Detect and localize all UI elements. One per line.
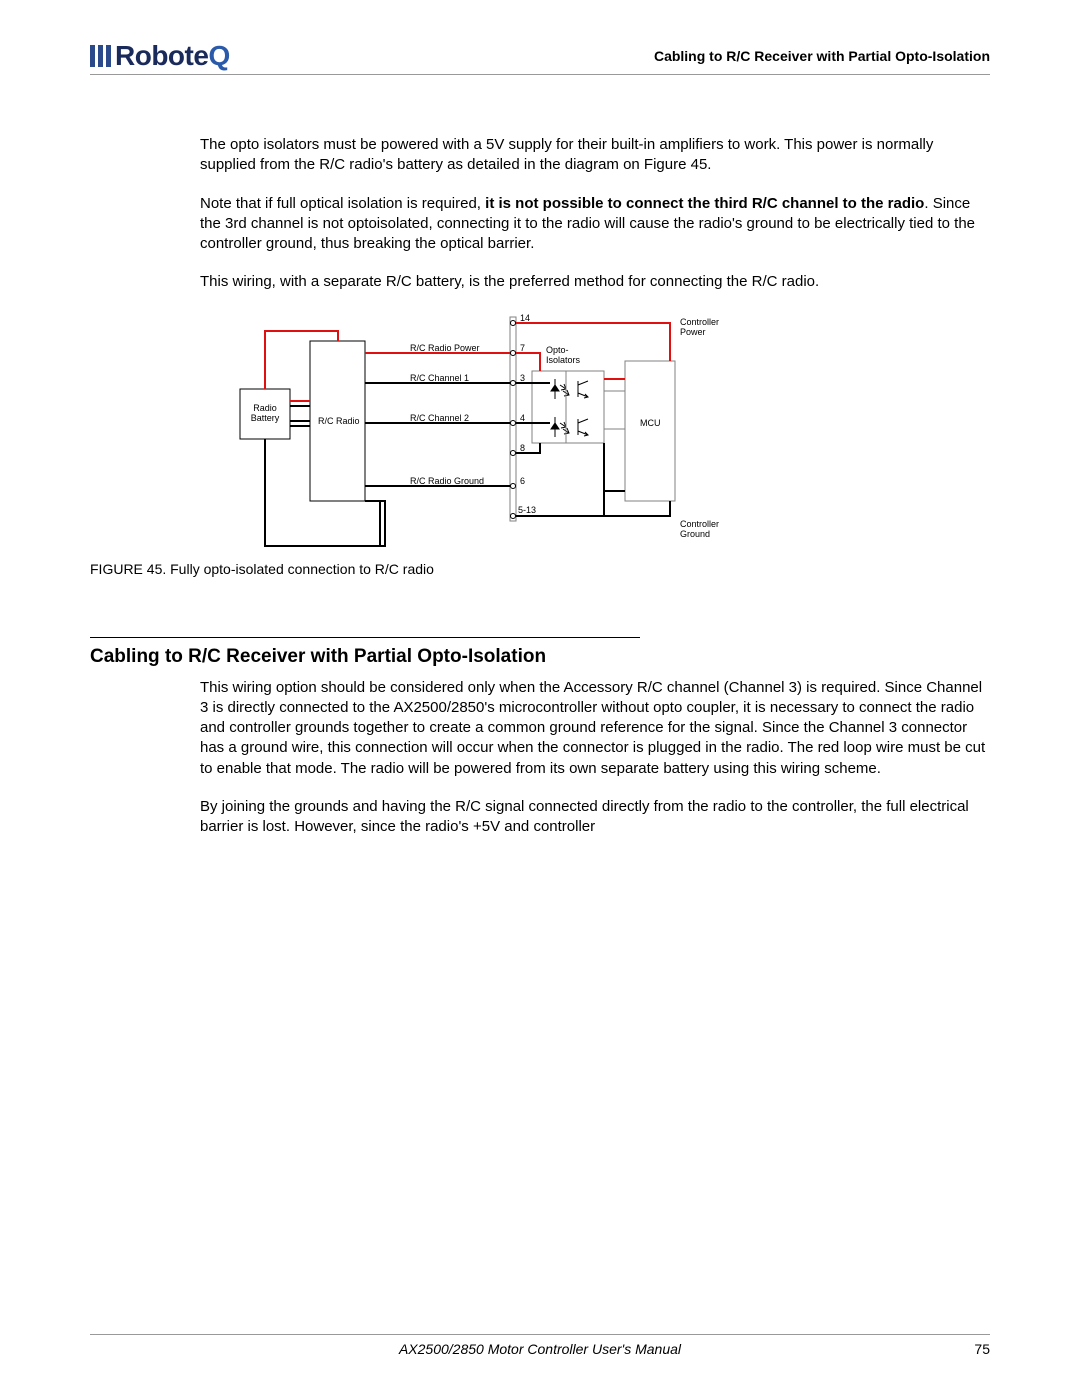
section-heading: Cabling to R/C Receiver with Partial Opt…: [90, 637, 640, 668]
paragraph-5: By joining the grounds and having the R/…: [200, 797, 990, 838]
logo-text: RoboteQ: [115, 40, 230, 72]
svg-text:R/C Radio Ground: R/C Radio Ground: [410, 476, 484, 486]
svg-text:R/C Channel 1: R/C Channel 1: [410, 373, 469, 383]
svg-text:7: 7: [520, 343, 525, 353]
svg-text:ControllerGround: ControllerGround: [680, 519, 719, 539]
svg-text:8: 8: [520, 443, 525, 453]
svg-text:MCU: MCU: [640, 418, 661, 428]
svg-text:RadioBattery: RadioBattery: [251, 403, 280, 423]
figure-caption: FIGURE 45. Fully opto-isolated connectio…: [90, 561, 990, 577]
svg-text:R/C Channel 2: R/C Channel 2: [410, 413, 469, 423]
svg-text:ControllerPower: ControllerPower: [680, 317, 719, 337]
page-footer: AX2500/2850 Motor Controller User's Manu…: [90, 1334, 990, 1357]
svg-text:14: 14: [520, 313, 530, 323]
paragraph-1: The opto isolators must be powered with …: [200, 135, 990, 176]
paragraph-3: This wiring, with a separate R/C battery…: [200, 272, 990, 292]
section-body: This wiring option should be considered …: [200, 678, 990, 838]
svg-text:4: 4: [520, 413, 525, 423]
paragraph-2: Note that if full optical isolation is r…: [200, 194, 990, 255]
svg-text:R/C Radio Power: R/C Radio Power: [410, 343, 480, 353]
footer-title: AX2500/2850 Motor Controller User's Manu…: [399, 1341, 681, 1357]
svg-text:6: 6: [520, 476, 525, 486]
page-header: RoboteQ Cabling to R/C Receiver with Par…: [90, 40, 990, 75]
logo: RoboteQ: [90, 40, 230, 72]
svg-text:R/C Radio: R/C Radio: [318, 416, 360, 426]
paragraph-4: This wiring option should be considered …: [200, 678, 990, 779]
logo-bars-icon: [90, 45, 111, 67]
header-title: Cabling to R/C Receiver with Partial Opt…: [654, 48, 990, 64]
svg-text:3: 3: [520, 373, 525, 383]
page-number: 75: [974, 1341, 990, 1357]
svg-text:5-13: 5-13: [518, 505, 536, 515]
body-content: The opto isolators must be powered with …: [200, 135, 990, 293]
svg-text:Opto-Isolators: Opto-Isolators: [546, 345, 581, 365]
figure-45-diagram: RadioBattery R/C Radio: [230, 311, 790, 551]
